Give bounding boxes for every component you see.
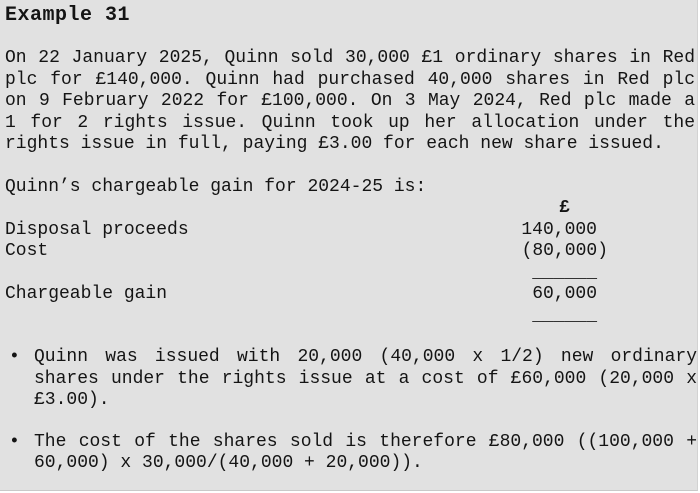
bullet-icon: • bbox=[9, 347, 20, 367]
row-amount-cost: (80,000) bbox=[521, 241, 608, 261]
row-amount-disposal-proceeds: 140,000 bbox=[521, 219, 597, 240]
currency-symbol: £ bbox=[559, 198, 570, 218]
row-label-chargeable-gain: Chargeable gain bbox=[5, 284, 168, 304]
list-item: • Quinn was issued with 20,000 (40,000 x… bbox=[5, 347, 697, 412]
table-row: Chargeable gain 60,000 bbox=[5, 284, 695, 306]
statement-currency-header-row: £ bbox=[5, 198, 695, 220]
total-rule-row: ______ bbox=[5, 263, 695, 285]
example-intro-paragraph: On 22 January 2025, Quinn sold 30,000 £1… bbox=[5, 48, 695, 154]
table-row: Cost (80,000) bbox=[5, 241, 695, 263]
statement-heading: Quinn’s chargeable gain for 2024-25 is: bbox=[5, 176, 427, 197]
row-label-disposal-proceeds: Disposal proceeds bbox=[5, 219, 189, 240]
statement-header-spacer bbox=[5, 198, 521, 220]
bullet-icon: • bbox=[9, 431, 20, 452]
rule-spacer bbox=[5, 263, 510, 285]
total-rule-row: ______ bbox=[5, 306, 695, 328]
example-title: Example 31 bbox=[5, 4, 131, 27]
row-amount-chargeable-gain: 60,000 bbox=[532, 284, 597, 304]
gain-computation-statement: £ Disposal proceeds 140,000 Cost (80,000… bbox=[5, 198, 695, 327]
bullet-text-rights-issue: Quinn was issued with 20,000 (40,000 x 1… bbox=[34, 347, 697, 410]
rule-spacer bbox=[5, 306, 510, 328]
list-item: • The cost of the shares sold is therefo… bbox=[5, 432, 697, 475]
row-label-cost: Cost bbox=[5, 241, 49, 261]
bullet-text-cost-of-shares: The cost of the shares sold is therefore… bbox=[34, 431, 697, 474]
total-rule: ______ bbox=[532, 262, 597, 283]
table-row: Disposal proceeds 140,000 bbox=[5, 220, 695, 242]
total-rule: ______ bbox=[532, 305, 597, 326]
